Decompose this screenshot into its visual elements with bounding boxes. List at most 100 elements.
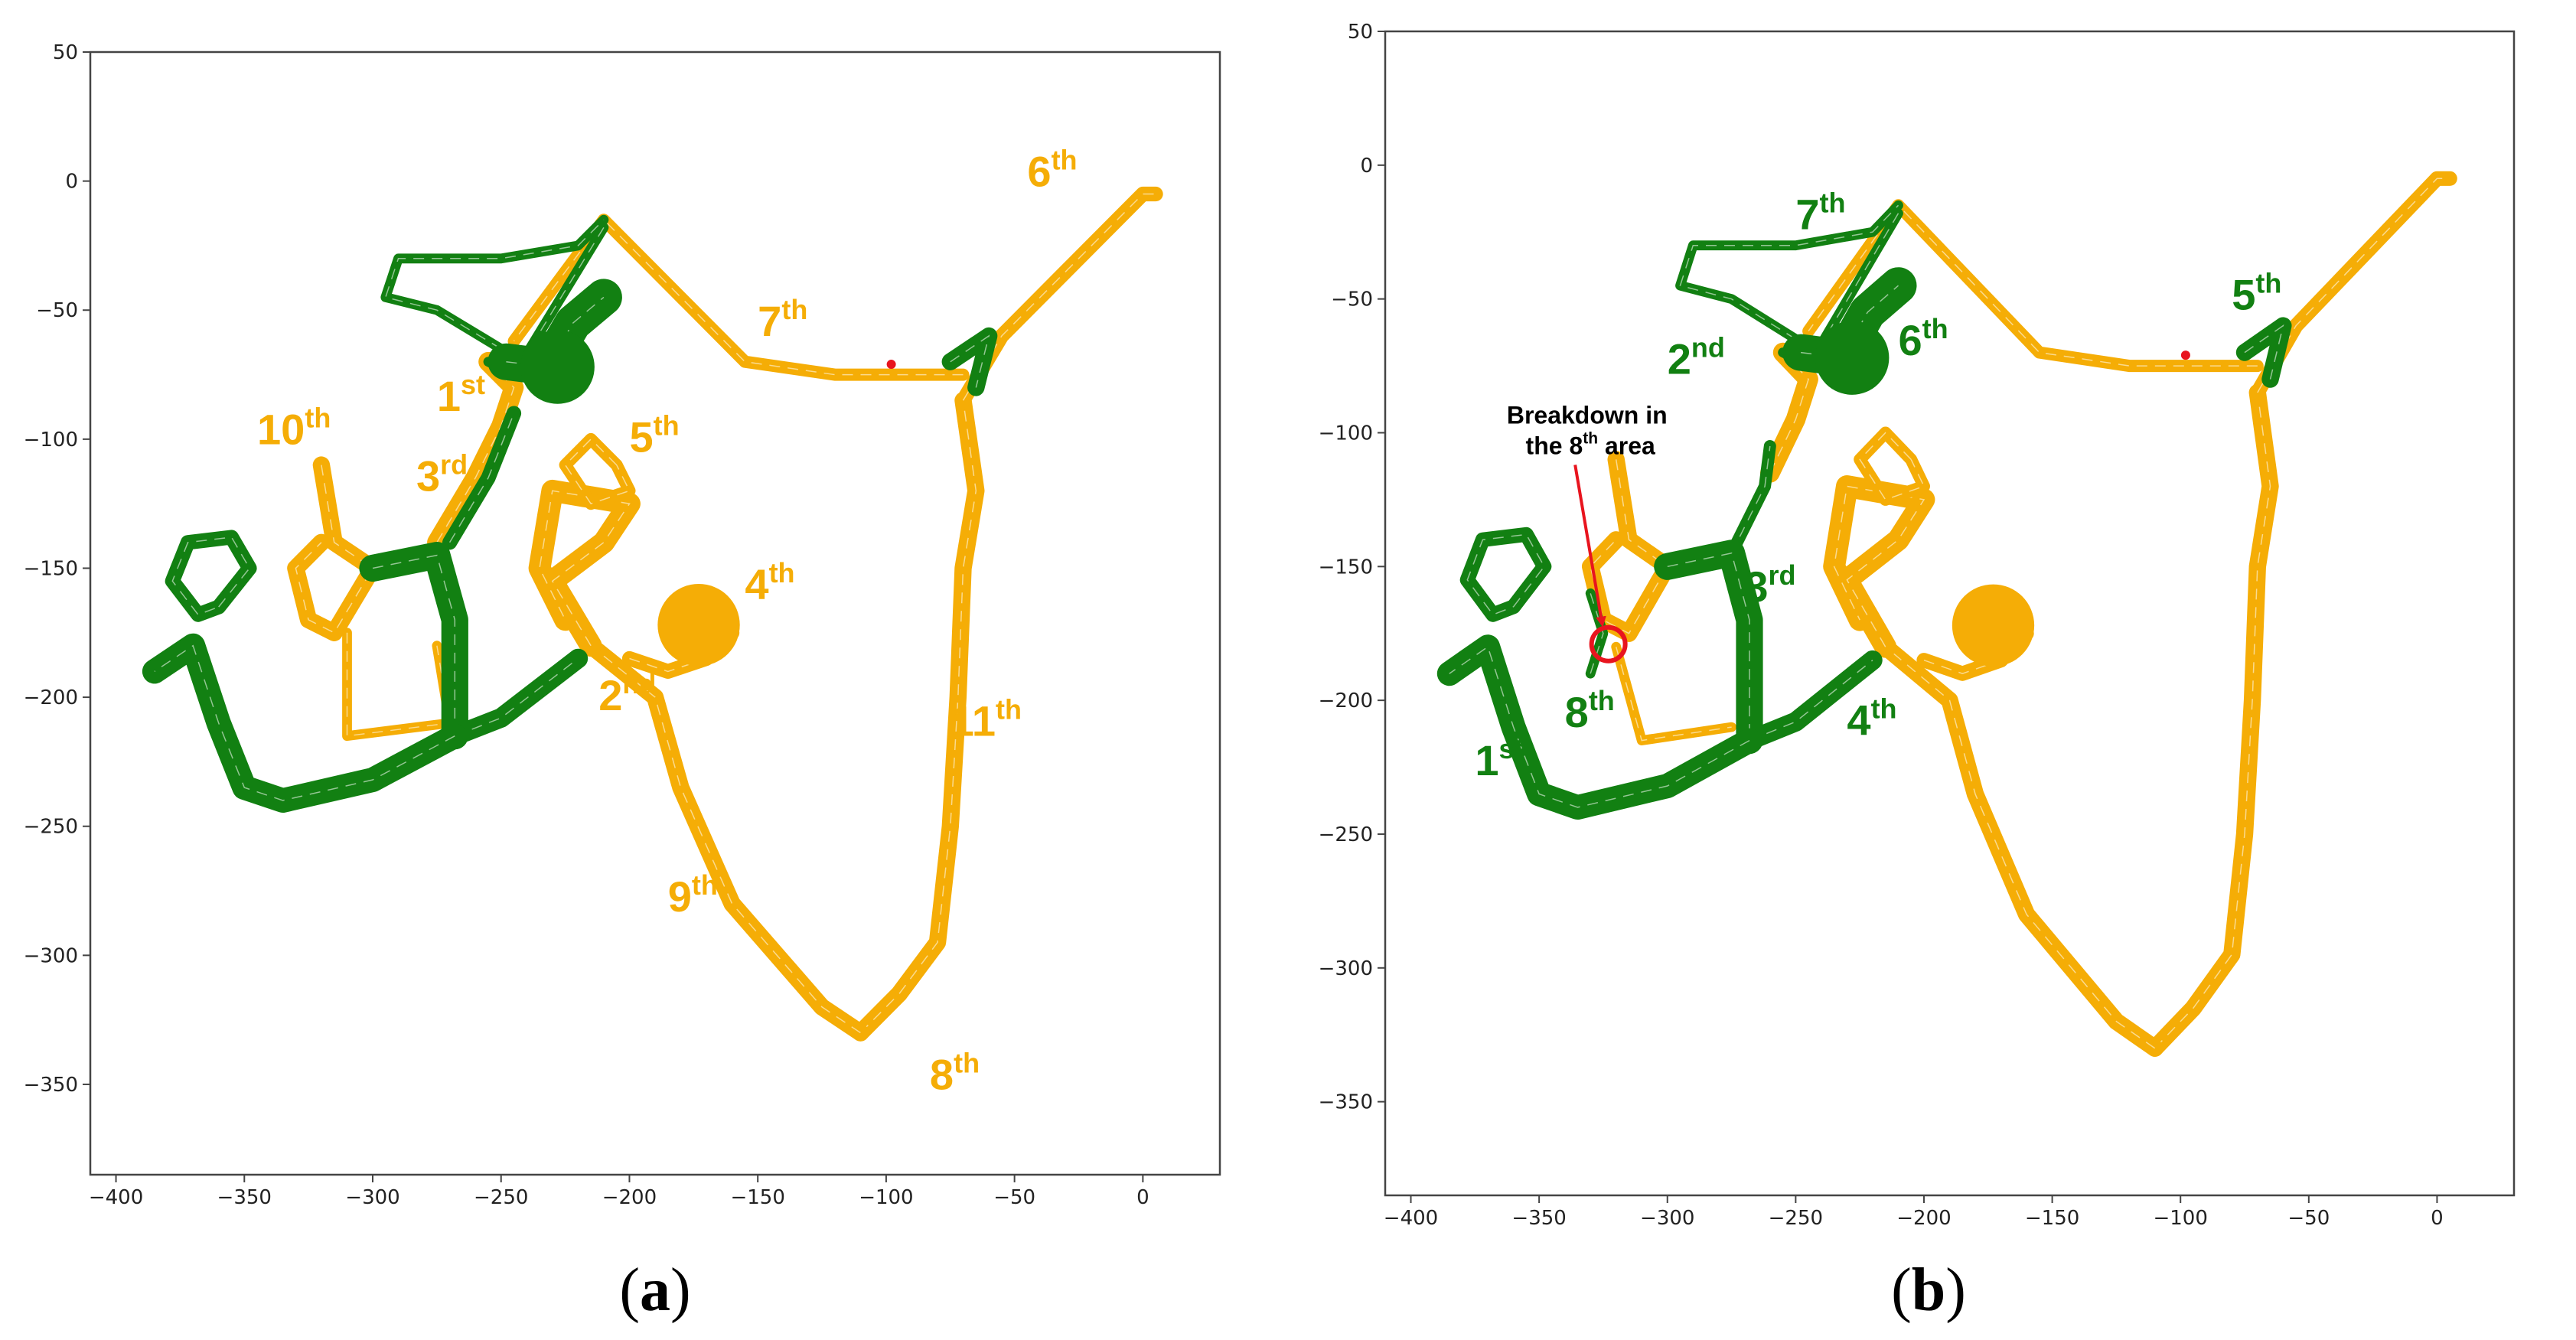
lane-line xyxy=(539,490,631,647)
lane-line xyxy=(1679,204,1899,340)
y-tick-label: 0 xyxy=(65,171,78,194)
area-label-area-7th: 7th xyxy=(758,294,807,345)
y-tick-label: −50 xyxy=(36,299,78,322)
x-tick-label: −200 xyxy=(602,1186,657,1209)
area-label-area-3rd: 3rd xyxy=(1744,559,1795,611)
area-label-area-2nd: 2nd xyxy=(1668,332,1725,383)
lane-line xyxy=(564,438,631,505)
x-tick-label: −150 xyxy=(730,1186,784,1209)
x-tick-label: −250 xyxy=(1769,1207,1823,1230)
y-tick-label: −150 xyxy=(24,557,78,580)
x-tick-label: −50 xyxy=(2287,1207,2330,1230)
y-tick-label: −100 xyxy=(1319,422,1373,445)
area-label-area-6th: 6th xyxy=(1898,313,1948,364)
x-tick-label: −300 xyxy=(345,1186,399,1209)
lane-line xyxy=(1859,432,1925,500)
lane-line xyxy=(1449,646,1750,808)
x-tick-label: 0 xyxy=(2431,1207,2444,1230)
road-network-a xyxy=(142,186,1163,1042)
roundabout-green xyxy=(520,330,595,404)
x-tick-label: −150 xyxy=(2025,1207,2079,1230)
x-tick-label: −250 xyxy=(474,1186,528,1209)
x-tick-label: −200 xyxy=(1896,1207,1951,1230)
roundabout-orange xyxy=(657,584,740,667)
area-label-area-6th: 6th xyxy=(1027,144,1077,195)
y-tick-label: −50 xyxy=(1331,289,1373,311)
lane-line xyxy=(372,554,456,736)
x-tick-label: −400 xyxy=(89,1186,143,1209)
x-tick-label: −100 xyxy=(859,1186,913,1209)
area-label-area-3rd: 3rd xyxy=(416,448,468,500)
lane-line xyxy=(1667,552,1750,741)
vehicle-marker xyxy=(886,360,896,370)
lane-line xyxy=(2154,392,2271,1049)
lane-line xyxy=(1782,213,1899,367)
area-label-area-2nd: 2nd xyxy=(598,668,656,719)
y-tick-label: −200 xyxy=(1319,690,1373,712)
lane-line xyxy=(1749,660,1873,742)
y-tick-label: −200 xyxy=(24,686,78,709)
plot-frame-a xyxy=(89,51,1221,1176)
lane-line xyxy=(513,219,964,376)
vehicle-marker xyxy=(2180,350,2190,360)
lane-line xyxy=(384,219,605,350)
lane-line xyxy=(154,644,455,801)
lane-line xyxy=(962,193,1156,401)
breakdown-marker-circle xyxy=(1589,624,1628,663)
lane-line xyxy=(590,645,861,1034)
roundabout-orange xyxy=(1952,584,2035,667)
area-label-area-8th: 8th xyxy=(1565,685,1615,736)
x-tick-label: −350 xyxy=(217,1186,272,1209)
area-label-area-4th: 4th xyxy=(745,557,794,608)
y-tick-label: −250 xyxy=(24,816,78,839)
lane-line xyxy=(1590,459,1668,634)
lane-line xyxy=(171,536,250,616)
area-label-area-1st: 1st xyxy=(437,369,485,420)
lane-line xyxy=(859,400,977,1034)
axes-a: −400 −350 −300 −250 −200 −150 −100 −50 0 50 0 −50 −1… xyxy=(24,41,1149,1209)
y-tick-label: −250 xyxy=(1319,823,1373,846)
y-tick-label: −350 xyxy=(1319,1091,1373,1114)
area-label-area-10th: 10th xyxy=(257,403,331,454)
caption-b: (b) xyxy=(1891,1257,1966,1324)
lane-line xyxy=(1833,485,1925,647)
panel-a: −400 −350 −300 −250 −200 −150 −100 −50 0 50 0 −50 −1… xyxy=(24,41,1221,1324)
panel-b: −400 −350 −300 −250 −200 −150 −100 −50 0 50 0 −50 −1… xyxy=(1319,21,2516,1324)
x-tick-label: −400 xyxy=(1384,1207,1438,1230)
y-tick-label: 50 xyxy=(1348,21,1373,44)
x-tick-label: −350 xyxy=(1511,1207,1566,1230)
area-labels-b: 1st 2nd 3rd 4th 5th 6th 7th 8th xyxy=(1475,187,2281,784)
area-label-area-8th: 8th xyxy=(930,1048,980,1099)
breakdown-label: Breakdown in the 8th area xyxy=(1507,401,1674,459)
axes-b: −400 −350 −300 −250 −200 −150 −100 −50 0 50 0 −50 −1… xyxy=(1319,21,2444,1230)
y-tick-label: −150 xyxy=(1319,556,1373,579)
y-tick-label: −300 xyxy=(1319,957,1373,980)
x-tick-label: −50 xyxy=(993,1186,1035,1209)
lane-line xyxy=(1466,533,1545,616)
roundabout-green xyxy=(1815,321,1890,395)
area-label-area-9th: 9th xyxy=(668,869,718,921)
lane-line xyxy=(2257,178,2450,393)
area-label-area-4th: 4th xyxy=(1847,693,1896,745)
road-network-b xyxy=(1436,171,2457,1057)
lane-line xyxy=(455,657,579,737)
lane-line xyxy=(2244,324,2284,380)
y-tick-label: −350 xyxy=(24,1074,78,1097)
y-tick-label: 50 xyxy=(53,41,78,64)
y-tick-label: 0 xyxy=(1360,155,1373,178)
area-label-area-1st: 1st xyxy=(1475,733,1523,784)
lane-line xyxy=(295,465,374,634)
road-segment-orange xyxy=(1802,199,2264,373)
area-label-area-5th: 5th xyxy=(629,410,679,461)
breakdown-label-line2: the 8th area xyxy=(1526,429,1655,459)
lane-line xyxy=(1885,646,2156,1049)
lane-line xyxy=(1615,647,1732,742)
lane-line xyxy=(950,334,990,388)
area-label-area-5th: 5th xyxy=(2232,268,2281,319)
breakdown-arrow xyxy=(1573,465,1606,628)
y-tick-label: −300 xyxy=(24,944,78,967)
y-tick-label: −100 xyxy=(24,429,78,452)
lane-line xyxy=(1590,593,1604,674)
lane-line xyxy=(1730,445,1771,554)
